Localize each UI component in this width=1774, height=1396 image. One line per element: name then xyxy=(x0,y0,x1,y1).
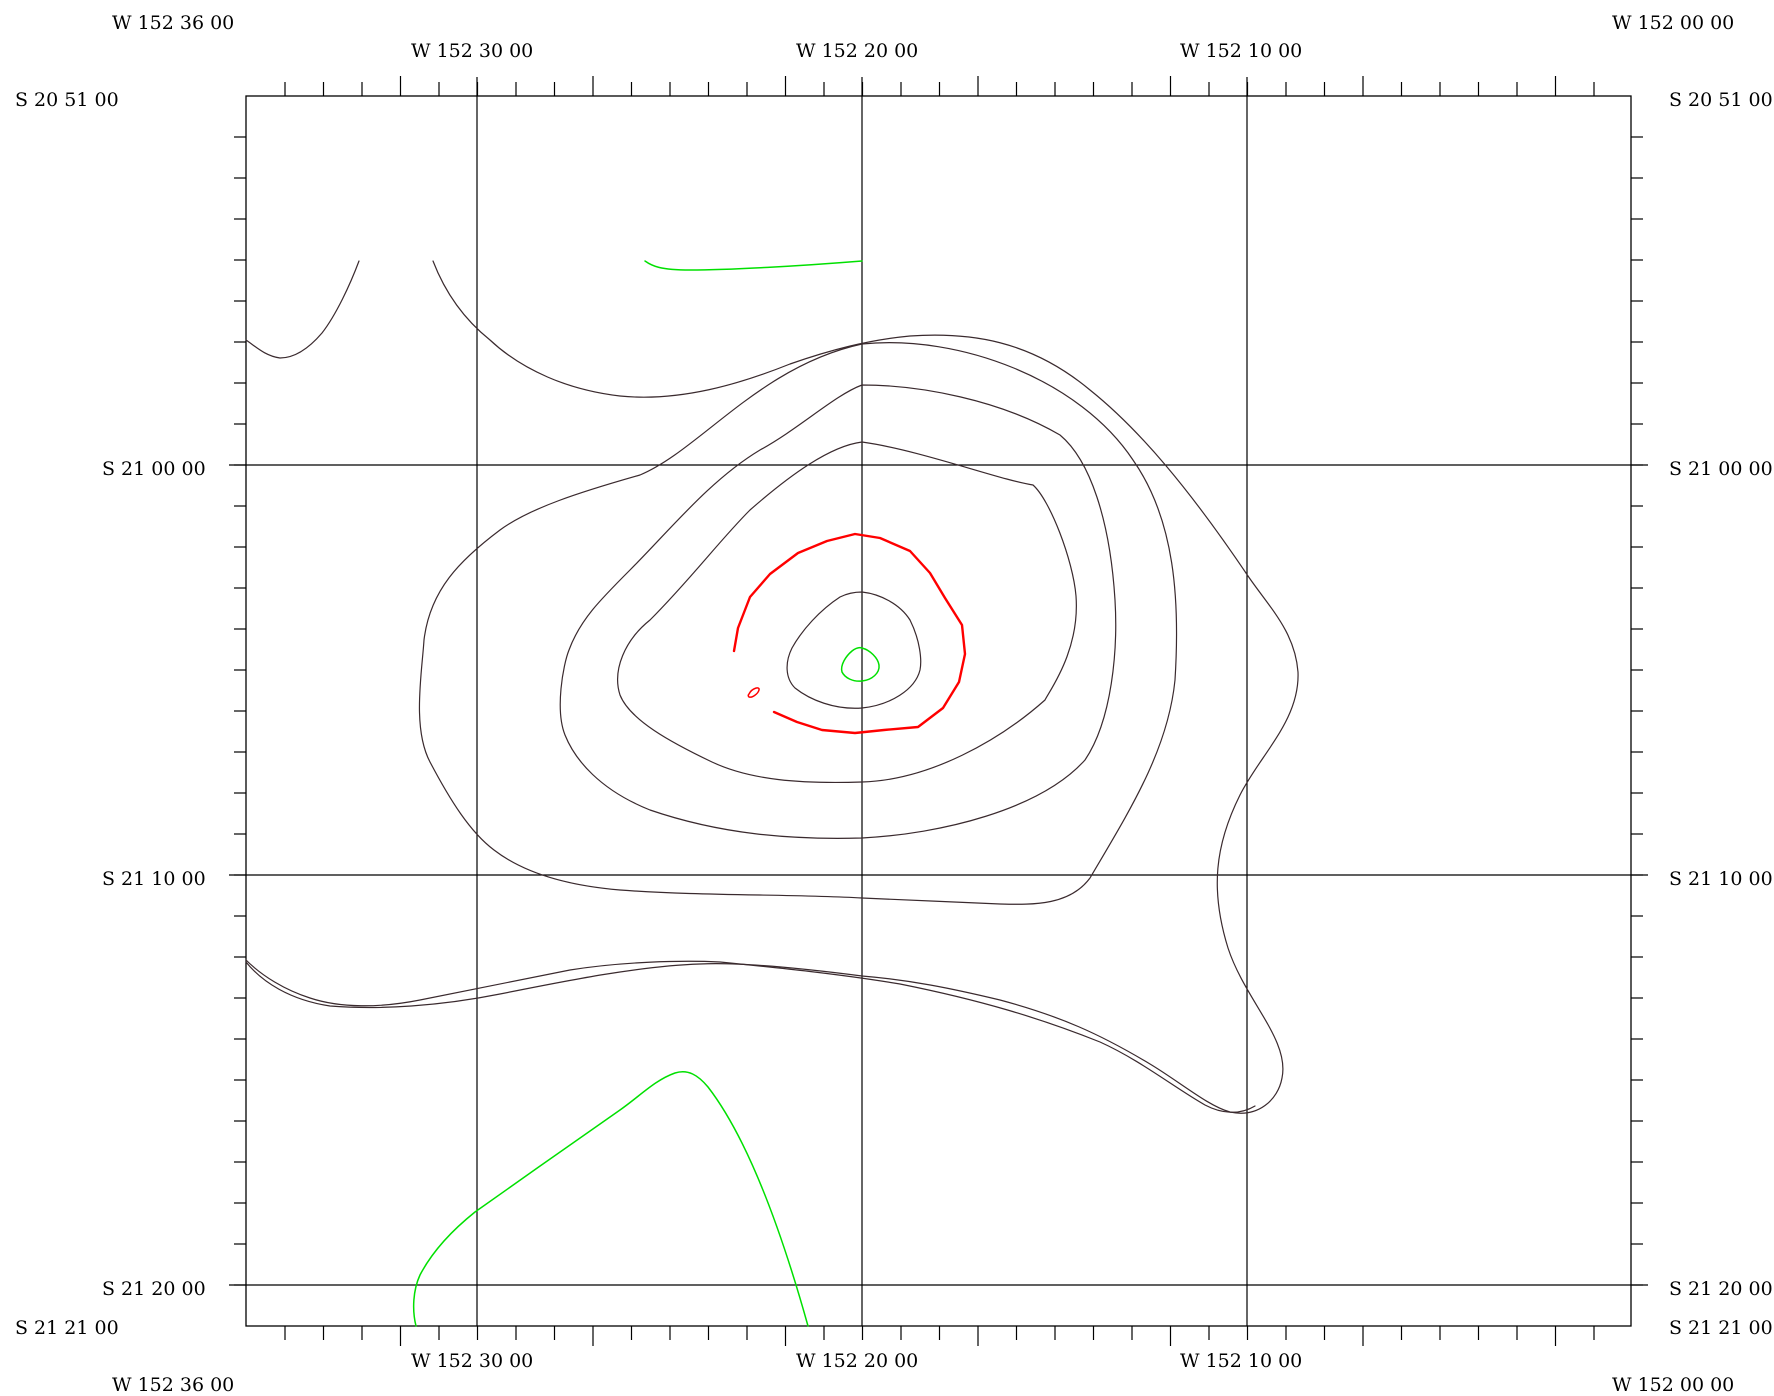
tick-marks-left xyxy=(234,136,246,1286)
contour-green-south xyxy=(412,1071,809,1327)
parallel-label-left-2: S 21 10 00 xyxy=(102,868,206,890)
corner-label-top-left-lon: W 152 36 00 xyxy=(112,12,234,34)
tick-marks-right xyxy=(1631,136,1643,1286)
contour-dark-inner xyxy=(786,591,922,709)
contour-green-center xyxy=(840,646,880,682)
contour-dark-ring-2 xyxy=(559,384,1117,839)
parallel-label-right-1: S 21 00 00 xyxy=(1669,458,1773,480)
contour-dark-nw-arc xyxy=(245,260,360,359)
meridian-label-top-2: W 152 20 00 xyxy=(796,40,918,62)
parallel-label-right-3: S 21 20 00 xyxy=(1669,1278,1773,1300)
corner-label-bottom-right-lon: W 152 00 00 xyxy=(1612,1374,1734,1396)
tick-marks-top xyxy=(284,76,1595,96)
parallel-label-right-2: S 21 10 00 xyxy=(1669,868,1773,890)
contour-red-ring xyxy=(732,532,967,735)
corner-label-bottom-left-lon: W 152 36 00 xyxy=(112,1374,234,1396)
corner-label-bottom-right-lat: S 21 21 00 xyxy=(1669,1317,1773,1339)
contour-red-small xyxy=(747,687,760,698)
meridian-label-bottom-1: W 152 30 00 xyxy=(411,1350,533,1372)
contour-dark-outer xyxy=(245,260,1299,1114)
contour-layer xyxy=(245,260,1299,1327)
corner-label-top-left-lat: S 20 51 00 xyxy=(15,89,119,111)
meridian-label-bottom-2: W 152 20 00 xyxy=(796,1350,918,1372)
contour-green-north xyxy=(644,260,863,271)
contour-dark-ring-3 xyxy=(418,342,1178,905)
corner-label-top-right-lat: S 20 51 00 xyxy=(1669,89,1773,111)
corner-label-top-right-lon: W 152 00 00 xyxy=(1612,12,1734,34)
meridian-label-top-3: W 152 10 00 xyxy=(1180,40,1302,62)
parallel-label-left-3: S 21 20 00 xyxy=(102,1278,206,1300)
contour-dark-south xyxy=(245,959,1256,1113)
contour-dark-ring-1 xyxy=(617,441,1077,784)
meridian-label-bottom-3: W 152 10 00 xyxy=(1180,1350,1302,1372)
tick-marks-bottom xyxy=(284,1326,1595,1346)
meridian-label-top-1: W 152 30 00 xyxy=(411,40,533,62)
parallel-label-left-1: S 21 00 00 xyxy=(102,458,206,480)
corner-label-bottom-left-lat: S 21 21 00 xyxy=(15,1317,119,1339)
